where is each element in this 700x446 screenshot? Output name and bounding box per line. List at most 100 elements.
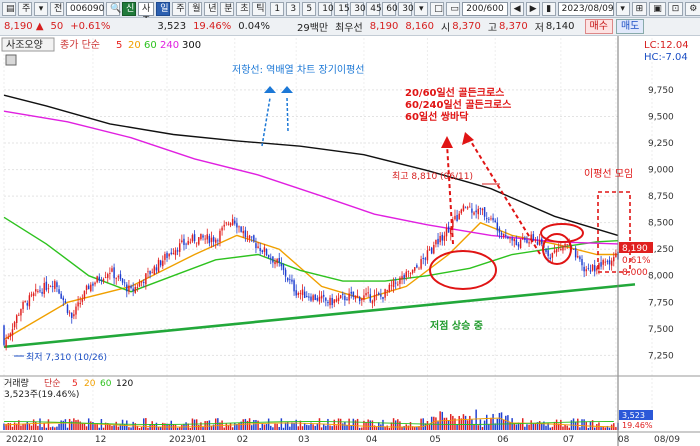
candle-body <box>231 218 234 225</box>
period-year[interactable]: 년 <box>204 1 219 16</box>
interval-60[interactable]: 60 <box>382 1 398 16</box>
period-month[interactable]: 월 <box>188 1 203 16</box>
search-icon[interactable]: 🔍 <box>106 1 121 16</box>
candle-body <box>85 285 88 290</box>
candle-body <box>378 292 380 295</box>
buy-button[interactable]: 매수 <box>584 19 613 34</box>
candle-body <box>132 288 134 291</box>
volume-bar <box>303 423 306 430</box>
candle-body <box>536 241 539 245</box>
volume-bar <box>475 409 477 430</box>
candle-body <box>371 300 374 304</box>
volume-bar <box>9 423 12 430</box>
current-price: 8,190 ▲ <box>4 21 44 32</box>
volume-bar <box>140 427 143 430</box>
date-input[interactable]: 2023/08/09 <box>557 1 614 16</box>
candle-body <box>261 250 264 253</box>
volume-bar <box>234 422 236 430</box>
period-tick[interactable]: 틱 <box>252 1 267 16</box>
volume-bar <box>320 427 323 430</box>
custom-interval[interactable]: 30 <box>398 1 414 16</box>
candle-body <box>100 279 103 282</box>
volume-bar <box>306 424 308 430</box>
volume-bar <box>123 424 126 430</box>
volume-bar <box>602 426 604 430</box>
volume-bar <box>566 425 568 430</box>
price-chart[interactable]: 9,750 9,500 9,250 9,000 8,750 8,500 8,250 8,000… <box>0 36 700 446</box>
period-second[interactable]: 초 <box>236 1 251 16</box>
volume-ma20-line <box>3 417 614 428</box>
interval-45[interactable]: 45 <box>366 1 382 16</box>
candle-body <box>322 294 325 297</box>
menu-icon[interactable]: ▤ <box>2 1 16 16</box>
volume-bar <box>153 424 156 430</box>
interval-15[interactable]: 15 <box>334 1 350 16</box>
candle-body <box>28 295 31 307</box>
period-minute[interactable]: 분 <box>220 1 235 16</box>
end-icon[interactable]: ▮ <box>541 1 556 16</box>
interval-dropdown-icon[interactable]: ▾ <box>414 1 429 16</box>
period-day[interactable]: 일 <box>156 1 171 16</box>
candle-body <box>380 294 382 297</box>
candle-body <box>350 291 352 294</box>
date-dropdown-icon[interactable]: ▾ <box>615 1 630 16</box>
volume-bar <box>502 419 505 430</box>
stock-name-field[interactable]: 사조오양 <box>138 1 155 50</box>
turnover: 0.04% <box>238 21 270 32</box>
resistance-arrowhead-2 <box>281 86 293 93</box>
stock-code-input[interactable]: 006090 <box>66 1 104 16</box>
volume-ma-5: 5 <box>72 379 78 389</box>
candle-body <box>498 228 501 233</box>
gear-icon[interactable]: ⚙ <box>685 1 700 16</box>
panel-icon[interactable]: ▣ <box>649 1 666 16</box>
volume-bar <box>388 427 391 430</box>
chart-area[interactable]: 9,750 9,500 9,250 9,000 8,750 8,500 8,250 8,000… <box>0 36 700 446</box>
interval-1[interactable]: 1 <box>270 1 285 16</box>
candle-body <box>318 296 321 302</box>
candle-body <box>200 233 202 240</box>
volume-bar <box>553 421 556 430</box>
volume-bar <box>541 422 543 430</box>
layout-icon[interactable]: ⊡ <box>667 1 684 16</box>
candle-body <box>496 222 499 231</box>
all-button[interactable]: 전 <box>50 1 64 16</box>
volume-bar <box>310 422 312 430</box>
volume-bar <box>384 426 386 430</box>
sell-button[interactable]: 매도 <box>615 19 645 34</box>
candle-body <box>327 302 329 304</box>
candle-body <box>574 248 577 258</box>
volume-bar <box>456 424 458 430</box>
interval-10[interactable]: 10 <box>318 1 334 16</box>
candle-body <box>452 220 454 228</box>
prev-icon[interactable]: ◀ <box>509 1 524 16</box>
volume-bar <box>449 414 452 430</box>
candle-body <box>435 239 437 245</box>
volume-bar <box>121 419 124 430</box>
candle-body <box>479 208 482 209</box>
candle-body <box>87 285 90 290</box>
next-icon[interactable]: ▶ <box>525 1 540 16</box>
volume-bar <box>73 418 75 430</box>
interval-3[interactable]: 3 <box>286 1 301 16</box>
candle-body <box>337 297 340 301</box>
frame-icon[interactable]: ▭ <box>446 1 461 16</box>
grid-icon[interactable]: ⊞ <box>631 1 648 16</box>
market-select[interactable]: 주 <box>18 1 32 16</box>
chart-thumb-icon[interactable] <box>5 54 17 66</box>
volume-bar <box>375 427 378 430</box>
candle-body <box>397 284 399 286</box>
chart-legend-box[interactable] <box>1 37 55 52</box>
candle-body <box>306 296 308 297</box>
interval-30[interactable]: 30 <box>350 1 366 16</box>
candle-body <box>206 234 208 240</box>
market-dropdown[interactable]: ▾ <box>34 1 48 16</box>
interval-5[interactable]: 5 <box>302 1 317 16</box>
period-week[interactable]: 주 <box>172 1 187 16</box>
candle-body <box>308 296 310 298</box>
candle-body <box>62 297 65 301</box>
range-input[interactable]: 200/600 <box>462 1 508 16</box>
resistance-annotation: 저항선: 역배열 차트 장기이평선 <box>232 64 365 76</box>
volume-bar <box>498 412 501 430</box>
box-icon[interactable]: □ <box>430 1 445 16</box>
ma-legend-60: 60 <box>144 40 157 51</box>
